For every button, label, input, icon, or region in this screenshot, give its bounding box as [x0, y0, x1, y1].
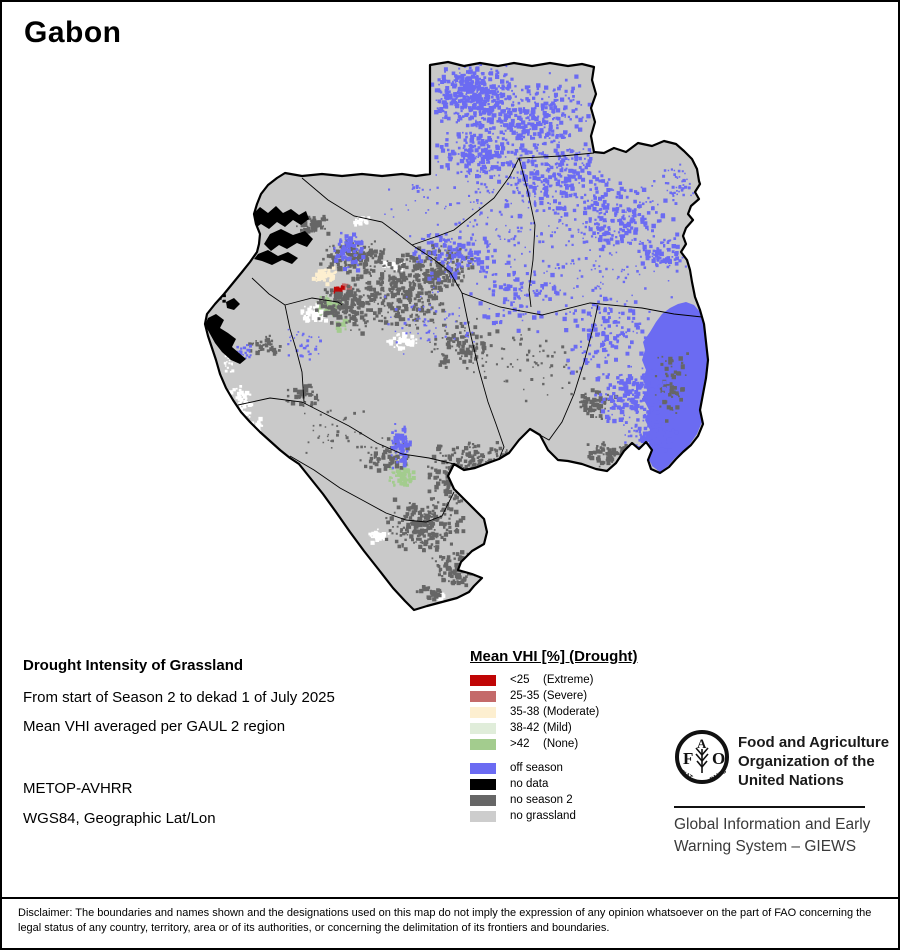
legend-swatch	[470, 690, 496, 702]
legend-range: 38-42	[510, 722, 540, 734]
disclaimer: Disclaimer: The boundaries and names sho…	[2, 897, 898, 948]
fao-logo-letter-o: O	[712, 749, 725, 768]
fao-branding-block: F O A FIAT PANIS Food and Agriculture Or…	[674, 729, 889, 858]
fao-name-line: Organization of the	[738, 753, 875, 770]
legend-swatch	[470, 794, 496, 806]
legend-swatch	[470, 738, 496, 750]
legend-drought-classes: <25 (Extreme) 25-35 (Severe) 35-38 (Moderate)…	[470, 672, 685, 752]
giews-label: Global Information and Early Warning Sys…	[674, 814, 874, 858]
legend: Mean VHI [%] (Drought) <25 (Extreme) 25-35…	[470, 648, 685, 824]
legend-swatch	[470, 674, 496, 686]
legend-row: 25-35 (Severe)	[470, 688, 685, 704]
legend-label: (Severe)	[543, 690, 588, 702]
legend-swatch	[470, 722, 496, 734]
sensor-label: METOP-AVHRR	[23, 780, 133, 797]
legend-label: no data	[510, 778, 549, 790]
legend-label: no grassland	[510, 810, 576, 822]
map-period-line: From start of Season 2 to dekad 1 of Jul…	[23, 689, 335, 706]
fao-name: Food and Agriculture Organization of the…	[738, 729, 889, 790]
legend-gap	[470, 752, 685, 760]
legend-row: <25 (Extreme)	[470, 672, 685, 688]
legend-swatch	[470, 706, 496, 718]
legend-row: no season 2	[470, 792, 685, 808]
fao-divider	[674, 806, 865, 808]
legend-label: (None)	[543, 738, 579, 750]
fao-logo-letter-a: A	[697, 736, 707, 751]
projection-label: WGS84, Geographic Lat/Lon	[23, 810, 216, 827]
legend-label: (Moderate)	[543, 706, 600, 718]
legend-swatch	[470, 762, 496, 774]
legend-row: >42 (None)	[470, 736, 685, 752]
legend-swatch	[470, 810, 496, 822]
legend-range: <25	[510, 674, 530, 686]
page-title: Gabon	[24, 16, 122, 49]
legend-label: no season 2	[510, 794, 573, 806]
fao-name-line: Food and Agriculture	[738, 734, 890, 751]
legend-row: no grassland	[470, 808, 685, 824]
legend-swatch	[470, 778, 496, 790]
legend-row: off season	[470, 760, 685, 776]
legend-row: 35-38 (Moderate)	[470, 704, 685, 720]
fao-logo-wheat	[695, 747, 709, 773]
gabon-drought-map	[203, 60, 710, 612]
fao-logo-row: F O A FIAT PANIS Food and Agriculture Or…	[674, 729, 889, 790]
map-aggregation-line: Mean VHI averaged per GAUL 2 region	[23, 718, 286, 735]
legend-range: >42	[510, 738, 530, 750]
legend-range: 25-35	[510, 690, 540, 702]
legend-other-classes: off season no data no season 2 no grassland	[470, 760, 685, 824]
giews-line: Global Information and Early	[674, 816, 871, 833]
legend-row: 38-42 (Mild)	[470, 720, 685, 736]
fao-logo-icon: F O A FIAT PANIS	[675, 730, 729, 784]
legend-label: off season	[510, 762, 563, 774]
legend-title: Mean VHI [%] (Drought)	[470, 648, 638, 665]
map-subject-heading: Drought Intensity of Grassland	[23, 657, 244, 674]
fao-name-line: United Nations	[738, 772, 844, 789]
legend-range: 35-38	[510, 706, 540, 718]
legend-row: no data	[470, 776, 685, 792]
legend-label: (Mild)	[543, 722, 572, 734]
legend-label: (Extreme)	[543, 674, 594, 686]
fao-logo-letter-f: F	[683, 749, 693, 768]
giews-line: Warning System – GIEWS	[674, 838, 857, 855]
